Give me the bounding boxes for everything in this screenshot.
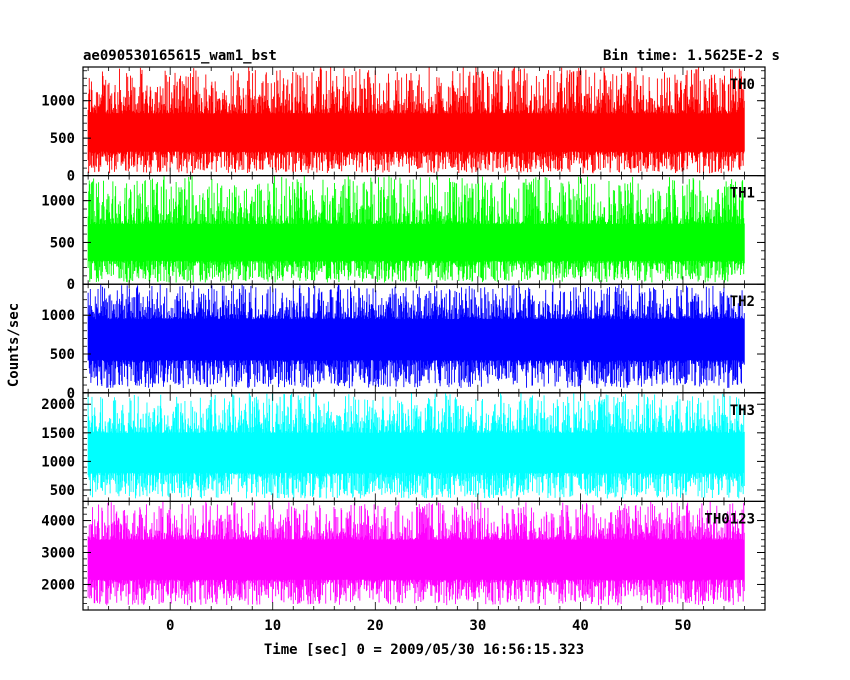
panel-th0: 0 500 1000 TH0 (41, 66, 766, 185)
panel-label-th1: TH1 (730, 186, 755, 202)
y-tick-label: 3000 (41, 546, 75, 562)
series-line-th0 (87, 67, 745, 174)
y-tick-label: 2000 (41, 397, 75, 413)
y-tick-label: 500 (50, 131, 75, 147)
panel-label-th0: TH0 (730, 77, 755, 93)
y-axis-label: Counts/sec (6, 303, 22, 387)
panels-group: 05001000TH005001000TH105001000TH25001000… (41, 66, 766, 634)
y-tick-label: 2000 (41, 577, 75, 593)
panel-label-th2: TH2 (730, 294, 755, 310)
panel-frame (82, 500, 766, 611)
y-tick-label: 0 (67, 169, 75, 185)
x-tick-label: 0 (166, 618, 174, 634)
y-tick-label: 500 (50, 483, 75, 499)
y-tick-label: 500 (50, 235, 75, 251)
series-line-th2 (87, 284, 745, 389)
y-tick-label: 500 (50, 347, 75, 363)
x-tick-label: 40 (572, 618, 589, 634)
y-tick-label: 1000 (41, 308, 75, 324)
y-tick-label: 1000 (41, 194, 75, 210)
x-tick-label: 50 (675, 618, 692, 634)
y-tick-label: 0 (67, 386, 75, 402)
y-tick-label: 1500 (41, 426, 75, 442)
panel-th1: 0 500 1000 TH1 (41, 175, 766, 293)
y-tick-label: 1000 (41, 94, 75, 110)
y-tick-label: 1000 (41, 454, 75, 470)
panel-label-th0123: TH0123 (704, 511, 755, 527)
chart-title: ae090530165615_wam1_bst (83, 48, 277, 64)
series-line-th3 (87, 392, 745, 499)
x-tick-label: 20 (367, 618, 384, 634)
y-tick-label: 0 (67, 277, 75, 293)
series-line-th0123 (87, 501, 745, 606)
panel-th3: 500 1000 1500 2000 TH3 (41, 392, 766, 502)
panel-th2: 0 500 1000 TH2 (41, 283, 766, 402)
series-line-th1 (87, 175, 745, 283)
panel-label-th3: TH3 (730, 403, 755, 419)
panel-th0123: 2000 3000 4000 TH0123 (41, 500, 766, 611)
x-axis-label: Time [sec] 0 = 2009/05/30 16:56:15.323 (264, 642, 584, 658)
chart-subtitle: Bin time: 1.5625E-2 s (603, 48, 780, 64)
x-tick-label: 30 (469, 618, 486, 634)
y-tick-label: 4000 (41, 514, 75, 530)
x-tick-label: 10 (264, 618, 281, 634)
